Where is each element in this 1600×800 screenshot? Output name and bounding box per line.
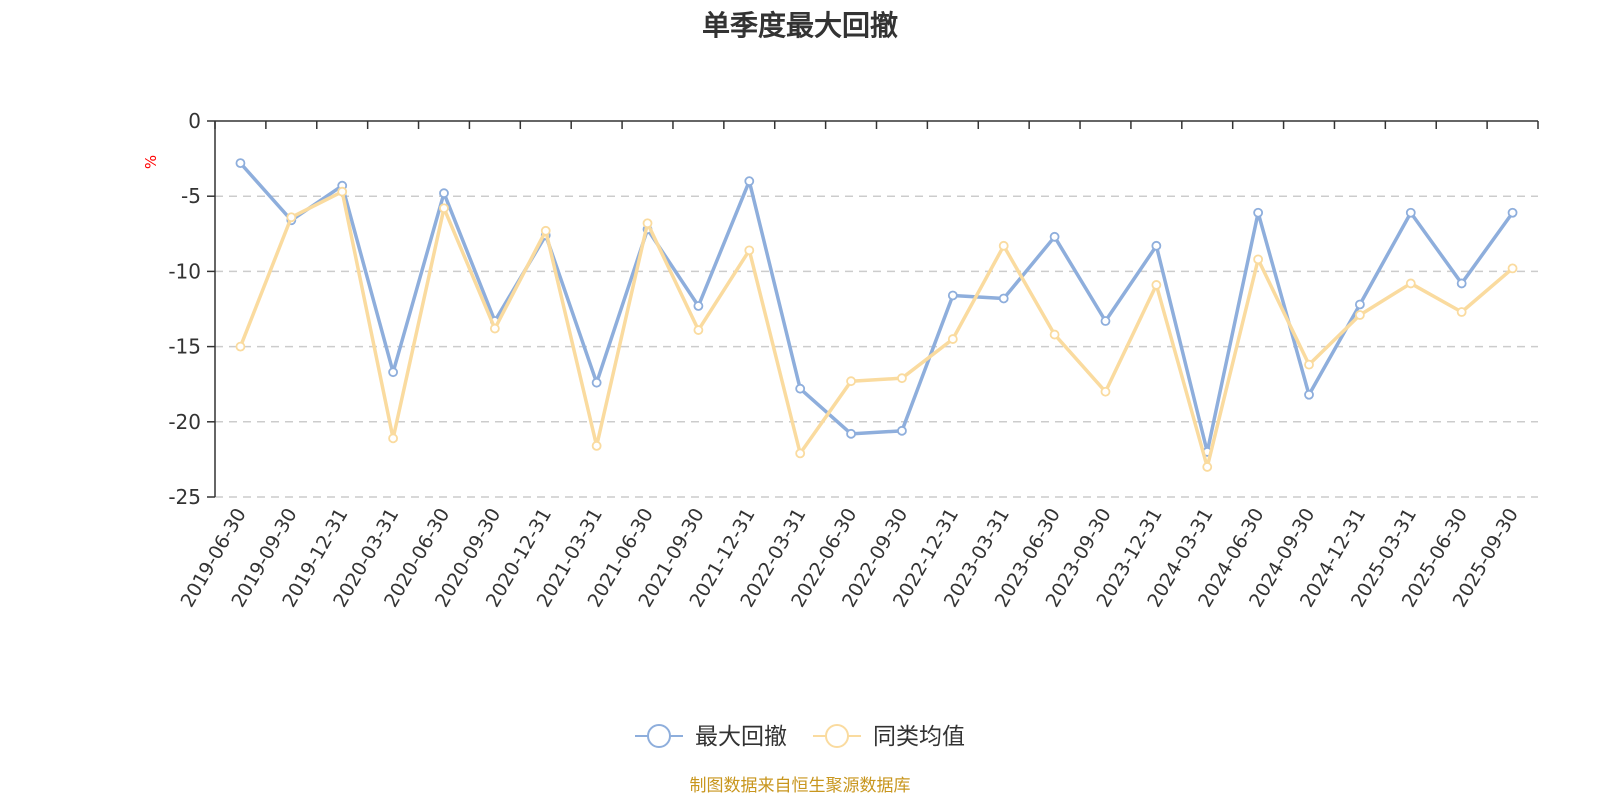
data-point[interactable] (1304, 359, 1314, 370)
series-2 (235, 186, 1518, 472)
y-tick-label: -10 (168, 259, 201, 283)
y-tick-label: -25 (168, 485, 201, 509)
data-point[interactable] (1151, 240, 1162, 251)
data-point[interactable] (1405, 207, 1416, 218)
data-point[interactable] (947, 334, 958, 344)
data-point[interactable] (693, 301, 704, 311)
legend-label: 同类均值 (873, 724, 965, 750)
data-point[interactable] (795, 383, 806, 394)
data-point[interactable] (388, 433, 398, 444)
data-point[interactable] (947, 290, 958, 301)
data-point[interactable] (591, 440, 602, 451)
y-tick-label: -15 (168, 335, 201, 359)
data-point[interactable] (591, 377, 602, 388)
data-point[interactable] (439, 188, 449, 199)
legend-item-2[interactable]: 同类均值 (813, 724, 965, 750)
data-point[interactable] (1049, 231, 1060, 242)
y-axis-unit-label: % (142, 155, 160, 169)
data-point[interactable] (235, 341, 246, 352)
data-point[interactable] (1456, 307, 1467, 317)
data-point[interactable] (897, 373, 907, 384)
data-point[interactable] (1507, 263, 1518, 274)
series-layer (235, 158, 1518, 472)
data-point[interactable] (1049, 329, 1060, 340)
data-point[interactable] (1100, 316, 1111, 326)
data-point[interactable] (1151, 280, 1162, 290)
data-point[interactable] (540, 225, 551, 236)
legend-marker-icon (825, 724, 849, 748)
data-point[interactable] (388, 367, 398, 378)
data-point[interactable] (1253, 254, 1264, 265)
series-line (239, 161, 1514, 454)
data-point[interactable] (1202, 462, 1213, 472)
data-point[interactable] (1355, 310, 1365, 320)
data-point[interactable] (1253, 207, 1264, 218)
series-line (238, 189, 1514, 469)
data-point[interactable] (846, 428, 856, 439)
series-1 (235, 158, 1518, 457)
y-tick-label: -20 (168, 410, 201, 434)
data-point[interactable] (846, 376, 856, 387)
data-point[interactable] (744, 245, 755, 256)
y-tick-label: 0 (188, 109, 201, 133)
legend-item-1[interactable]: 最大回撤 (635, 724, 787, 750)
data-point[interactable] (1456, 278, 1467, 289)
data-point[interactable] (235, 158, 246, 169)
data-point[interactable] (998, 240, 1009, 251)
grid-lines (215, 195, 1538, 498)
data-point[interactable] (1100, 386, 1111, 397)
chart-title: 单季度最大回撤 (701, 9, 898, 42)
data-point[interactable] (337, 186, 348, 197)
legend[interactable]: 最大回撤 同类均值 (635, 724, 965, 750)
data-point[interactable] (1507, 207, 1518, 218)
source-note: 制图数据来自恒生聚源数据库 (689, 776, 911, 796)
legend-label: 最大回撤 (695, 724, 787, 750)
legend-marker-icon (647, 724, 671, 748)
data-point[interactable] (642, 218, 653, 229)
data-point[interactable] (489, 323, 500, 334)
axes: 0-5-10-15-20-252019-06-302019-09-302019-… (168, 109, 1539, 611)
data-point[interactable] (286, 212, 297, 223)
data-point[interactable] (998, 293, 1009, 304)
data-point[interactable] (439, 203, 449, 214)
data-point[interactable] (1304, 389, 1314, 400)
data-point[interactable] (744, 176, 755, 187)
data-point[interactable] (693, 325, 704, 335)
data-point[interactable] (897, 425, 907, 436)
data-point[interactable] (1355, 299, 1365, 310)
y-tick-label: -5 (181, 184, 201, 208)
data-point[interactable] (795, 448, 806, 459)
data-point[interactable] (1405, 278, 1416, 289)
